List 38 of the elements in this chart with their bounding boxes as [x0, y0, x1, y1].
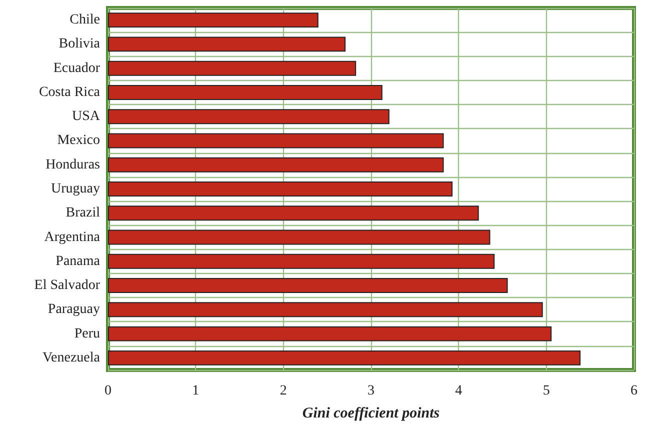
bar [108, 326, 552, 342]
x-tick-label: 3 [368, 384, 374, 398]
bar [108, 254, 495, 269]
bar [108, 60, 356, 76]
y-tick-label: Uruguay [51, 182, 100, 196]
x-tick-label: 4 [455, 384, 462, 398]
x-tick-label: 6 [630, 384, 638, 398]
bar [108, 278, 508, 294]
x-axis-title: Gini coefficient points [302, 406, 440, 422]
x-tick-label: 1 [192, 384, 200, 398]
x-tick-label: 5 [542, 384, 550, 398]
y-tick-label: Panama [56, 254, 101, 269]
bar [108, 302, 543, 318]
x-tick-label: 0 [104, 384, 112, 398]
bar [108, 350, 581, 366]
y-tick-label: Brazil [66, 206, 100, 221]
y-tick-label: Honduras [46, 157, 100, 172]
y-tick-label: Costa Rica [38, 84, 101, 100]
bar [108, 182, 453, 196]
y-tick-label: Argentina [44, 230, 101, 245]
bar [108, 109, 390, 124]
y-tick-label: Chile [70, 12, 100, 28]
bar [108, 84, 382, 100]
x-tick-label: 2 [280, 384, 287, 398]
bar [108, 230, 490, 245]
y-tick-label: Peru [74, 326, 100, 342]
bar [108, 157, 444, 172]
y-tick-label: Paraguay [48, 302, 100, 318]
y-tick-label: Ecuador [53, 60, 100, 76]
bar [108, 12, 318, 28]
y-tick-label: Bolivia [58, 36, 101, 52]
y-tick-label: USA [72, 109, 101, 124]
y-tick-label: El Salvador [34, 278, 100, 294]
bar [108, 36, 346, 52]
y-tick-label: Mexico [57, 133, 100, 148]
y-tick-label: Venezuela [42, 350, 101, 366]
bar [108, 206, 479, 221]
bar [108, 133, 444, 148]
